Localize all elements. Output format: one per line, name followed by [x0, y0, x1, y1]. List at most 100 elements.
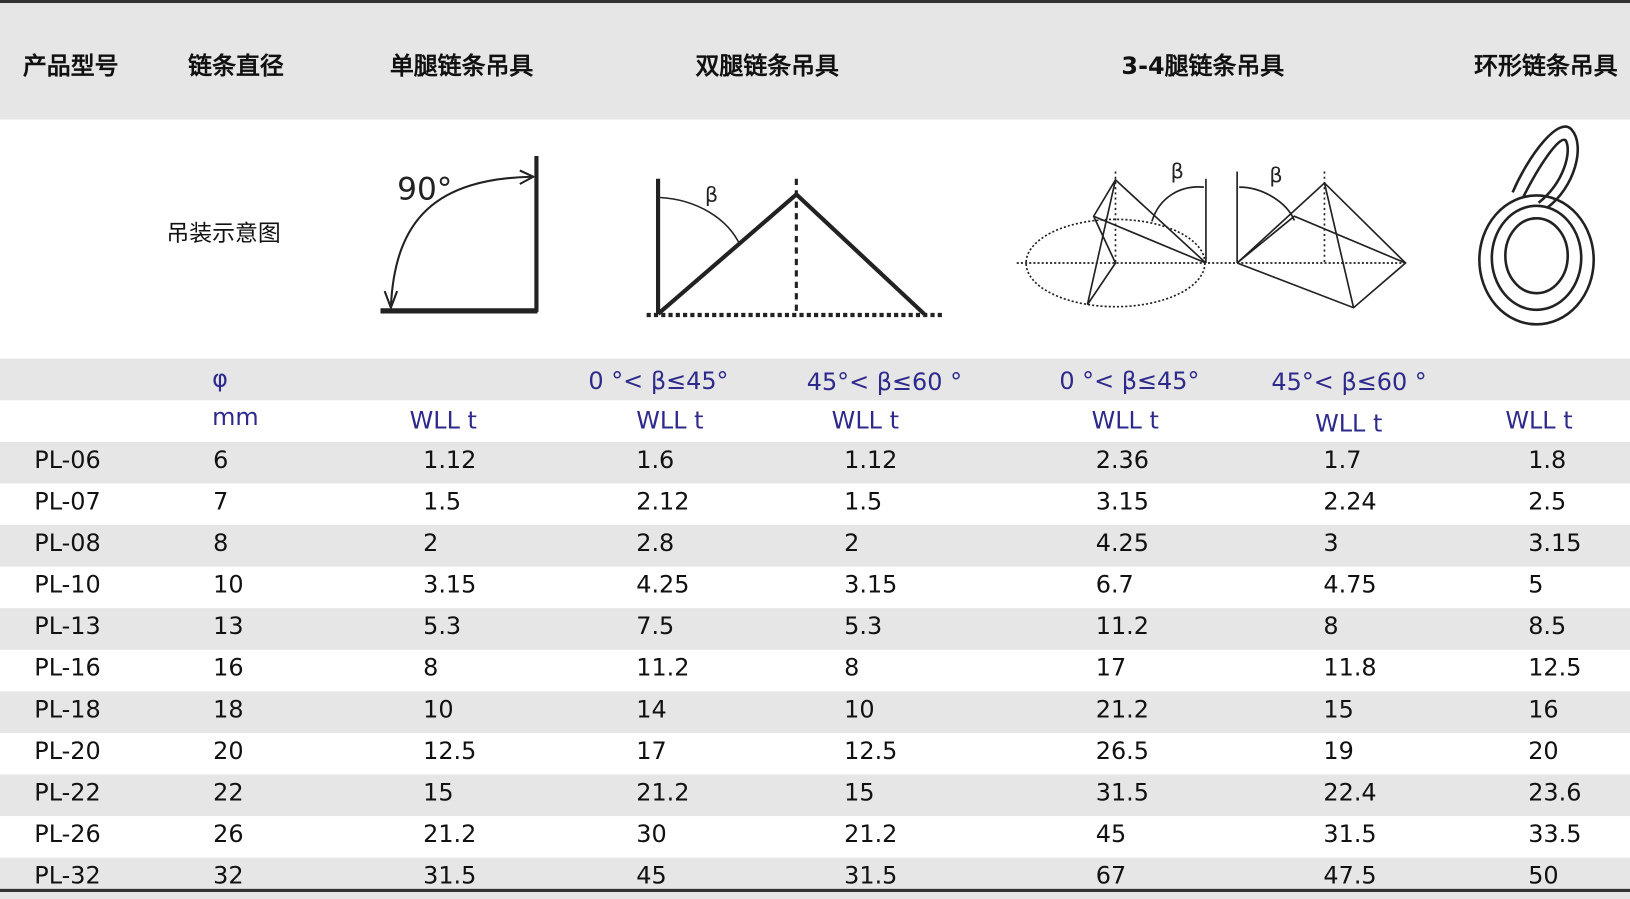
- cell-double-a: 1.6: [636, 447, 675, 475]
- header-double-leg: 双腿链条吊具: [695, 53, 839, 81]
- cell-diameter: 20: [213, 738, 244, 766]
- header-diameter: 链条直径: [188, 53, 284, 81]
- cell-diameter: 13: [213, 613, 244, 641]
- cell-multi-b: 15: [1323, 696, 1354, 724]
- cell-diameter: 18: [213, 696, 244, 724]
- double-angle-b: 45°< β≤60 °: [806, 369, 963, 397]
- table-row: [0, 441, 1630, 484]
- diameter-unit: mm: [212, 404, 259, 432]
- cell-multi-b: 47.5: [1323, 862, 1377, 890]
- cell-single: 15: [423, 779, 454, 807]
- cell-double-a: 2.12: [636, 488, 690, 516]
- angle-90-label: 90°: [397, 172, 452, 208]
- cell-diameter: 26: [213, 821, 244, 849]
- table-row: [0, 816, 1630, 858]
- cell-multi-a: 2.36: [1095, 447, 1149, 475]
- multi-leg-diagram: [1016, 171, 1407, 309]
- table-row: [0, 857, 1630, 899]
- cell-double-b: 12.5: [844, 738, 898, 766]
- cell-single: 10: [423, 696, 454, 724]
- unit-double-a: WLL t: [636, 407, 704, 435]
- top-border: [0, 0, 1630, 4]
- cell-double-a: 11.2: [636, 654, 690, 682]
- cell-double-a: 7.5: [636, 613, 675, 641]
- cell-multi-b: 8: [1323, 613, 1339, 641]
- multi-angle-b: 45°< β≤60 °: [1271, 369, 1427, 397]
- cell-multi-b: 31.5: [1323, 821, 1377, 849]
- cell-multi-a: 6.7: [1095, 571, 1134, 599]
- cell-double-b: 3.15: [844, 571, 898, 599]
- multi-angle-a: 0 °< β≤45°: [1059, 368, 1200, 396]
- cell-double-b: 21.2: [844, 821, 898, 849]
- cell-ring: 3.15: [1528, 530, 1582, 558]
- cell-single: 12.5: [423, 738, 477, 766]
- double-angle-a: 0 °< β≤45°: [588, 368, 729, 396]
- cell-single: 5.3: [423, 613, 462, 641]
- beta-label-multi-a: β: [1171, 159, 1184, 183]
- table-row: [0, 483, 1630, 525]
- cell-single: 3.15: [423, 571, 477, 599]
- header-row: [0, 3, 1630, 120]
- header-model: 产品型号: [22, 53, 119, 81]
- cell-multi-a: 67: [1095, 862, 1127, 890]
- cell-model: PL-26: [34, 821, 101, 849]
- cell-model: PL-32: [34, 862, 101, 890]
- cell-double-a: 30: [636, 821, 667, 849]
- cell-double-b: 1.12: [844, 447, 898, 475]
- bottom-border: [0, 888, 1630, 892]
- diagram-label: 吊装示意图: [166, 221, 281, 248]
- cell-double-b: 31.5: [844, 862, 898, 890]
- single-leg-diagram: [380, 155, 539, 314]
- cell-double-a: 45: [636, 862, 667, 890]
- unit-multi-b: WLL t: [1315, 410, 1383, 438]
- cell-single: 1.5: [423, 488, 462, 516]
- cell-diameter: 16: [213, 654, 244, 682]
- cell-model: PL-13: [34, 613, 101, 641]
- double-leg-diagram: [646, 178, 944, 318]
- cell-double-a: 17: [636, 738, 667, 766]
- cell-double-b: 8: [844, 654, 860, 682]
- cell-ring: 33.5: [1528, 821, 1582, 849]
- table-row: [0, 650, 1630, 692]
- cell-single: 21.2: [423, 821, 477, 849]
- sling-diagrams: 90° β β β: [380, 125, 1596, 326]
- diameter-symbol: φ: [212, 365, 228, 393]
- table-row: [0, 733, 1630, 775]
- cell-double-b: 5.3: [844, 613, 883, 641]
- beta-label: β: [705, 183, 718, 207]
- cell-multi-a: 11.2: [1095, 613, 1149, 641]
- cell-double-a: 2.8: [636, 530, 675, 558]
- cell-model: PL-07: [34, 488, 101, 516]
- cell-multi-a: 4.25: [1095, 530, 1149, 558]
- cell-double-a: 14: [636, 696, 667, 724]
- unit-ring: WLL t: [1505, 407, 1573, 435]
- cell-diameter: 22: [213, 779, 244, 807]
- cell-multi-b: 19: [1323, 738, 1354, 766]
- unit-multi-a: WLL t: [1091, 407, 1159, 435]
- cell-multi-a: 17: [1095, 654, 1127, 682]
- cell-model: PL-06: [34, 447, 101, 475]
- cell-model: PL-10: [34, 571, 101, 599]
- cell-model: PL-18: [34, 696, 101, 724]
- cell-ring: 2.5: [1528, 488, 1567, 516]
- cell-single: 2: [423, 530, 439, 558]
- unit-single: WLL t: [409, 407, 477, 435]
- cell-ring: 16: [1528, 696, 1559, 724]
- cell-multi-b: 1.7: [1323, 447, 1362, 475]
- cell-diameter: 8: [213, 530, 229, 558]
- cell-diameter: 32: [213, 862, 244, 890]
- cell-double-b: 10: [844, 696, 875, 724]
- cell-multi-a: 31.5: [1095, 779, 1149, 807]
- table-row: [0, 524, 1630, 567]
- cell-multi-b: 3: [1323, 530, 1339, 558]
- table-row: [0, 774, 1630, 817]
- beta-label-multi-b: β: [1269, 163, 1282, 187]
- cell-multi-b: 11.8: [1323, 654, 1377, 682]
- cell-model: PL-22: [34, 779, 101, 807]
- table-row: [0, 608, 1630, 650]
- cell-diameter: 6: [213, 447, 229, 475]
- cell-double-b: 2: [844, 530, 860, 558]
- cell-single: 1.12: [423, 447, 477, 475]
- cell-ring: 5: [1528, 571, 1544, 599]
